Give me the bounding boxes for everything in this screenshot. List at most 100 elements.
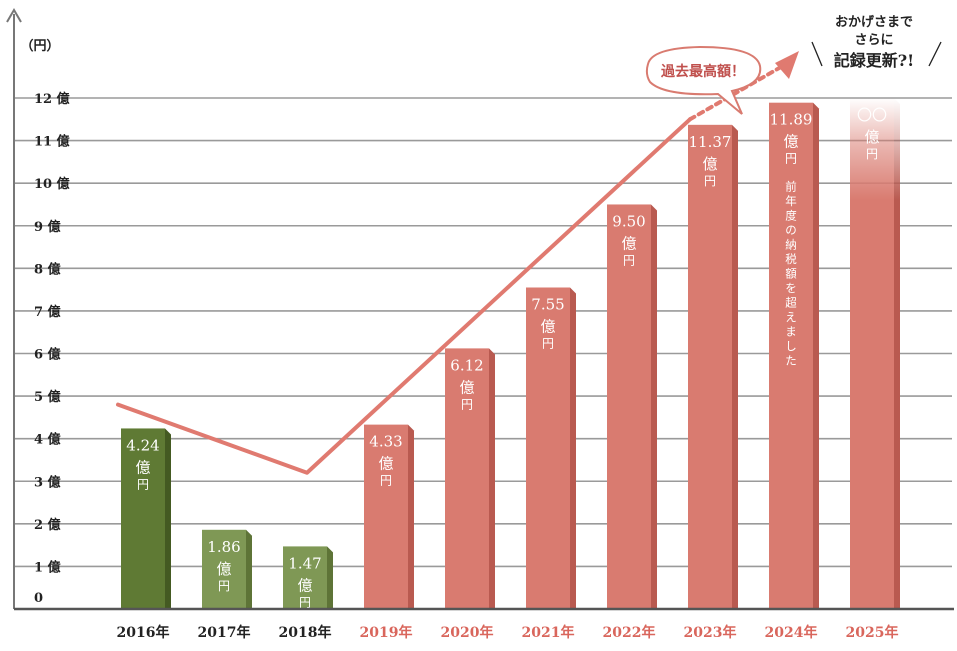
bar-2024-note-char: 税 [785,252,797,266]
bar-unit-en: 円 [542,336,554,350]
bar-value-label: 1.47 [288,554,321,572]
bar-value-label: 4.24 [126,436,159,454]
bar-2024-note-char: 超 [785,296,797,310]
bar-side [894,98,900,609]
bar-unit-oku: 億 [216,560,231,578]
y-tick-label: 7 億 [34,304,61,320]
bar-value-label: 6.12 [450,356,483,374]
bar-2024-note-char: を [785,281,797,295]
bar-unit-oku: 億 [378,455,393,473]
top-right-line1: おかげさまで [835,14,913,30]
bar-value-label: 11.89 [770,111,813,129]
bar-unit-en: 円 [866,147,878,161]
bar-unit-oku: 億 [540,317,555,335]
bar-unit-en: 円 [623,253,635,267]
bar [202,529,246,609]
bar-unit-en: 円 [218,579,230,593]
bar-side [408,424,414,609]
y-tick-label: 1 億 [34,559,61,575]
bar-group: 1.47 億円 [283,546,333,609]
bar-2024-note-char: 年 [785,194,797,208]
bar-unit-en: 円 [785,152,797,166]
bar [445,348,489,609]
bar-side [327,546,333,609]
y-tick-label: 9 億 [34,219,61,235]
x-tick-label: 2017年 [198,624,251,641]
bar-2024-note-char: え [785,310,797,324]
bar-unit-oku: 億 [135,458,150,476]
bar-2024-note-char: 納 [785,238,797,252]
bar-2024-note-char: の [785,223,797,237]
bar-unit-en: 円 [299,595,311,609]
bar-group: 1.86 億円 [202,529,252,609]
bar-side [732,124,738,609]
y-tick-label: 3 億 [34,474,61,490]
bar-side [246,529,252,609]
bar-value-label: 7.55 [531,295,564,313]
trend-line-group [116,50,799,475]
y-tick-label: 8 億 [34,261,61,277]
bar-group: 9.50 億円 [607,204,657,610]
bar-unit-oku: 億 [297,576,312,594]
x-tick-label: 2016年 [117,624,170,641]
bar [364,424,408,609]
y-tick-label: 10 億 [34,176,70,192]
bar [688,124,732,609]
bar-2024-note-char: ま [785,325,797,339]
bar [526,287,570,609]
bar-unit-oku: 億 [783,133,798,151]
x-tick-label: 2019年 [360,624,413,641]
y-tick-label: 0 [34,591,43,606]
bar [607,204,651,610]
record-callout: 過去最高額！ [645,45,762,115]
bar [283,546,327,609]
bar-2024-note-char: 度 [785,209,797,223]
top-right-annotation: おかげさまで さらに 記録更新?! [811,14,942,70]
x-tick-label: 2018年 [279,624,332,641]
x-tick-label: 2020年 [441,624,494,641]
x-tick-label: 2021年 [522,624,575,641]
top-right-line2: さらに [854,33,893,48]
y-axis-arrow [6,8,22,23]
record-callout-text: 過去最高額！ [660,63,745,80]
bar [769,102,813,609]
bar-unit-en: 円 [704,174,716,188]
record-callout-bubble [645,45,762,115]
y-tick-label: 4 億 [34,432,61,448]
x-tick-label: 2023年 [684,624,737,641]
bar-unit-en: 円 [461,397,473,411]
bar-unit-oku: 億 [864,128,879,146]
bar-unit-en: 円 [137,477,149,491]
bar-side [165,428,171,609]
bars: 4.24億円1.86億円1.47億円4.33億円6.12億円7.55億円9.50… [121,98,900,609]
y-axis: （円） 0 1 億 2 億 3 億 4 億 5 億 6 億 7 億 8 億 9 億 10 億 11 億 1… [6,8,70,609]
x-tick-label: 2022年 [603,624,656,641]
bar-group: 11.89 億円 [769,102,819,609]
bar-group: 7.55 億円 [526,287,576,609]
y-tick-label: 11 億 [34,134,70,150]
bar-side [489,348,495,609]
bar-2024-note-char: た [785,354,797,368]
bar [850,98,894,609]
bar-value-label: 11.37 [689,133,732,151]
bar-side [570,287,576,609]
top-right-line3: 記録更新?! [834,51,914,70]
bar-group: 6.12 億円 [445,348,495,609]
bar-value-label: 4.33 [369,433,402,451]
bar [121,428,165,609]
trend-arrow-head [775,50,799,79]
bar-2024-note-char: し [785,339,797,353]
y-tick-label: 6 億 [34,347,61,363]
bar-group: 4.33 億円 [364,424,414,609]
bar-side [813,102,819,609]
bar-unit-en: 円 [380,474,392,488]
bar-2024-note-char: 額 [785,267,797,281]
trend-line [116,117,692,475]
x-tick-label: 2025年 [846,624,899,641]
bar-unit-oku: 億 [702,155,717,173]
bar-2024-note-char: 前 [785,180,797,194]
x-tick-label: 2024年 [765,624,818,641]
